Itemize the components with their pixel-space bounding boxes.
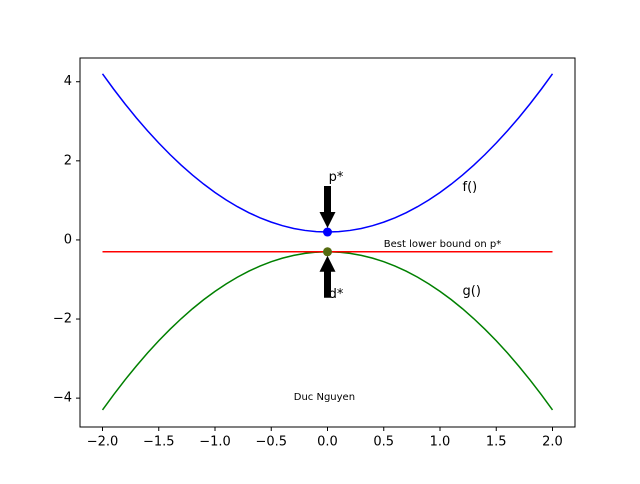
x-tick-label: −1.5 [143, 435, 175, 450]
annotation: f() [463, 180, 478, 195]
annotation: g() [463, 284, 481, 299]
point [323, 247, 332, 257]
annotation: Best lower bound on p* [384, 239, 502, 250]
point [323, 227, 332, 237]
y-tick-label: 4 [64, 74, 72, 89]
y-tick-label: −2 [53, 312, 72, 327]
axes-frame [79, 57, 576, 428]
x-tick-label: 1.5 [486, 435, 507, 450]
x-tick-label: −0.5 [255, 435, 287, 450]
arrow [319, 255, 336, 298]
x-tick-label: 0.5 [373, 435, 394, 450]
y-tick-label: 0 [64, 232, 72, 247]
y-tick-label: 2 [64, 153, 72, 168]
arrow [319, 186, 336, 229]
x-tick-label: 1.0 [430, 435, 451, 450]
x-tick-label: 0.0 [317, 435, 338, 450]
annotation: d* [329, 287, 344, 302]
x-tick-label: 2.0 [542, 435, 563, 450]
x-tick-label: −2.0 [87, 435, 119, 450]
annotation: p* [329, 170, 344, 185]
y-tick-label: −4 [53, 391, 72, 406]
x-tick-label: −1.0 [199, 435, 231, 450]
annotation: Duc Nguyen [294, 392, 355, 403]
